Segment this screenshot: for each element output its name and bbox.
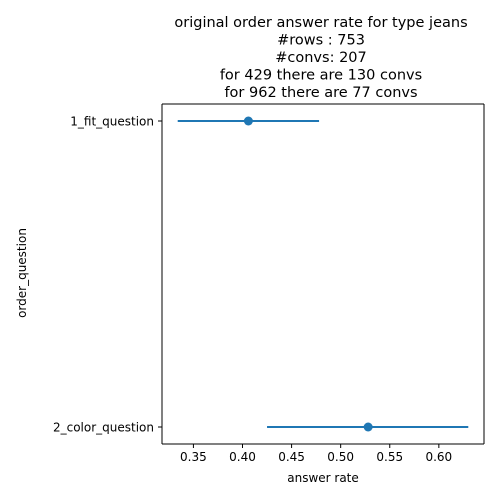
x-tick-label: 0.60 [425, 450, 452, 464]
data-point [363, 422, 373, 432]
x-tick-label: 0.40 [229, 450, 256, 464]
y-axis: 1_fit_question 2_color_question [53, 115, 162, 435]
y-axis-label: order_question [15, 228, 29, 318]
title-line: for 429 there are 130 convs [220, 68, 422, 84]
chart-title: original order answer rate for type jean… [174, 15, 467, 101]
y-tick-label: 1_fit_question [70, 115, 154, 129]
title-line: #rows : 753 [277, 33, 365, 49]
x-tick-label: 0.35 [180, 450, 207, 464]
x-axis: 0.35 0.40 0.45 0.50 0.55 0.60 [180, 444, 452, 464]
title-line: #convs: 207 [275, 50, 367, 66]
data-point [243, 116, 253, 126]
plot-area [161, 103, 485, 445]
y-tick-label: 2_color_question [53, 421, 154, 435]
title-line: original order answer rate for type jean… [174, 15, 467, 31]
x-tick-label: 0.45 [278, 450, 305, 464]
title-line: for 962 there are 77 convs [224, 85, 417, 101]
x-axis-label: answer rate [287, 471, 359, 485]
x-tick-label: 0.50 [327, 450, 354, 464]
x-tick-label: 0.55 [376, 450, 403, 464]
